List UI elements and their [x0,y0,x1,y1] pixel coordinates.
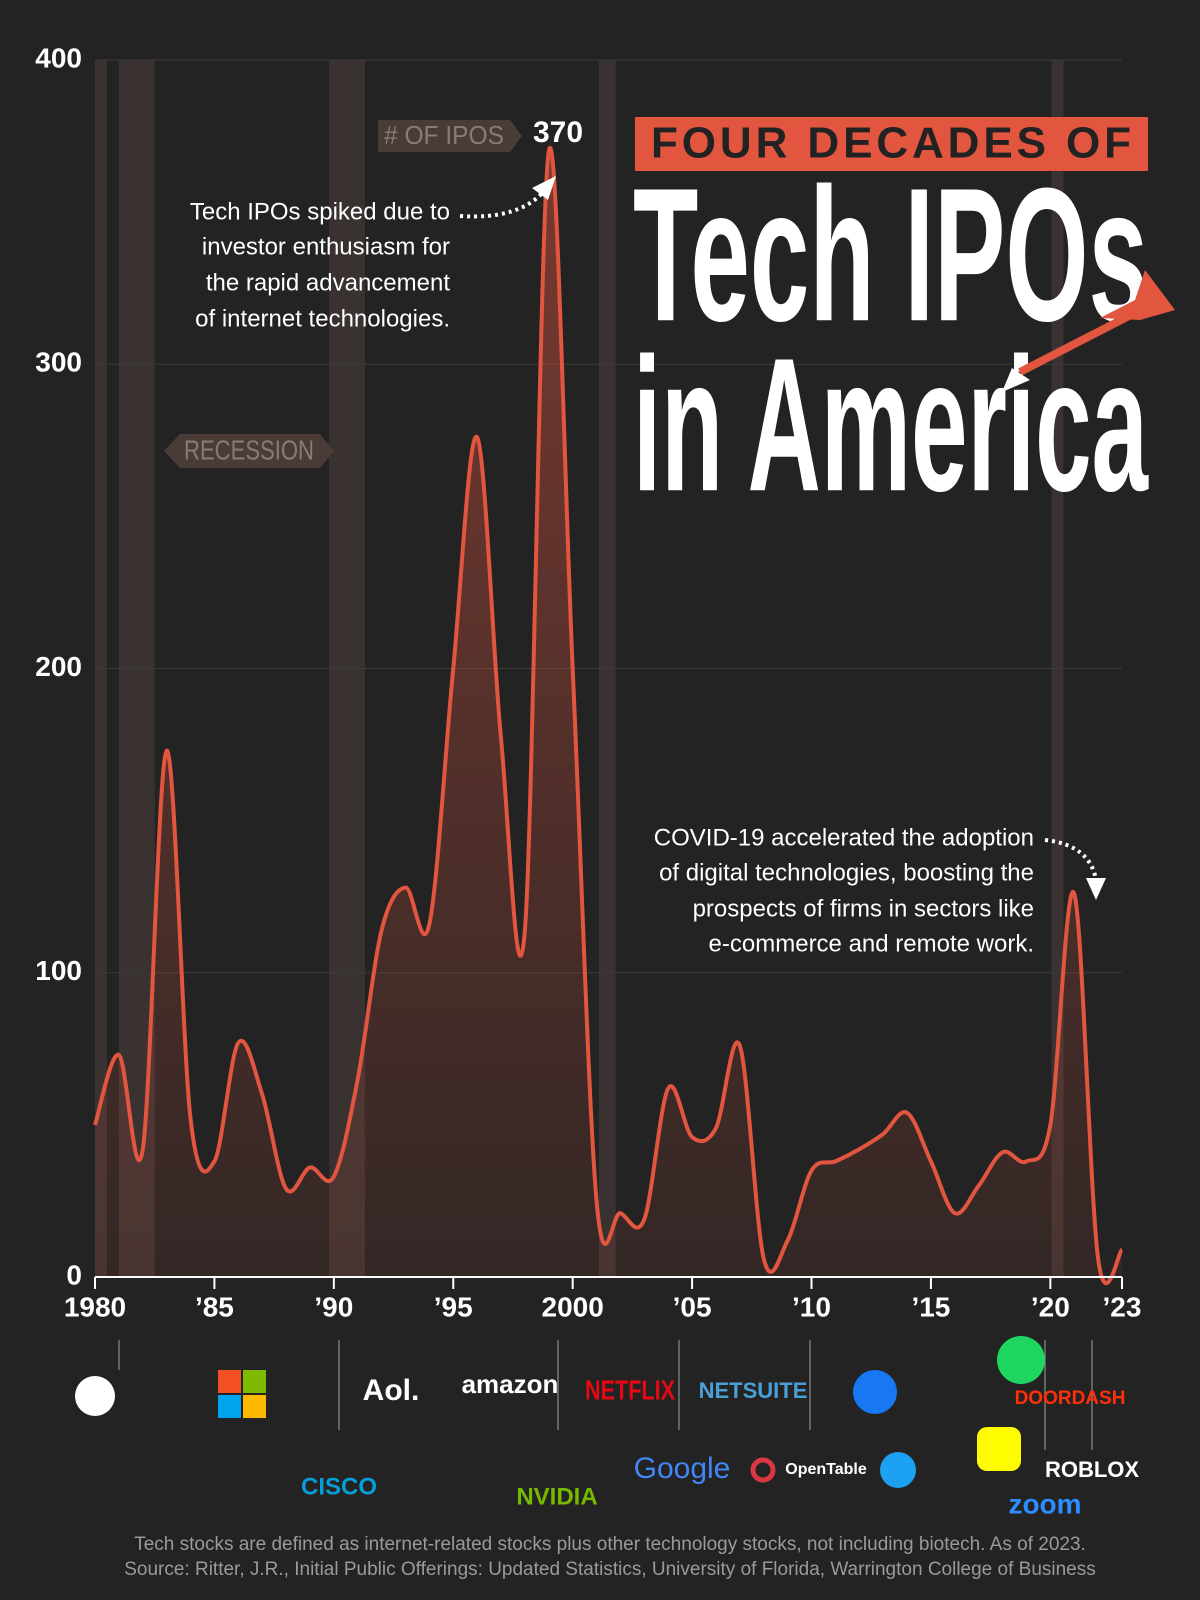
logo: OpenTable [785,1461,867,1478]
spotify-logo [997,1336,1045,1384]
twitter-logo [880,1452,916,1488]
x-tick-label: ’85 [195,1291,234,1322]
y-tick-label: 300 [35,347,82,378]
y-tick-label: 0 [66,1259,82,1290]
x-tick-label: ’05 [673,1291,712,1322]
logo: amazon [462,1369,559,1399]
opentable-logo [750,1457,776,1483]
x-tick-label: ’90 [314,1291,353,1322]
annotation: investor enthusiasm for [202,233,450,260]
x-tick-label: ’20 [1031,1291,1070,1322]
title-arrow-tail [1100,270,1175,320]
annotation: the rapid advancement [206,269,450,296]
annotation: of internet technologies. [195,305,450,332]
kicker: FOUR DECADES OF [651,119,1131,168]
annotation: COVID-19 accelerated the adoption [654,824,1034,851]
footnote: Tech stocks are defined as internet-rela… [134,1534,1086,1555]
source: Source: Ritter, J.R., Initial Public Off… [124,1559,1096,1580]
y-tick-label: 200 [35,651,82,682]
logo: NETSUITE [699,1378,808,1403]
microsoft-logo [218,1370,266,1418]
logo: ROBLOX [1045,1457,1139,1482]
kicker-box [635,117,1148,171]
annotation-arrow [1044,838,1098,881]
arrowhead [1086,878,1106,900]
plot: 1980 ’85 ’90 ’95 2000 ’05 ’10 ’15 ’20 ’23 [64,146,1142,1322]
logo-connectors [118,1340,1093,1450]
logo-square [218,1370,241,1393]
recession-label: RECESSION [184,434,314,465]
x-tick-label: 1980 [64,1291,126,1322]
star [1002,368,1030,392]
arrowhead [532,176,556,200]
peak-label: 370 [533,116,583,149]
snapchat-logo [977,1427,1021,1471]
apple-logo [75,1376,115,1416]
x-tick-label: ’10 [792,1291,831,1322]
logo: Aol. [363,1374,420,1407]
annotation: of digital technologies, boosting the [659,859,1034,886]
series-label-box [378,120,522,152]
recession-label-box [164,434,334,468]
x-tick-label: 2000 [542,1291,604,1322]
annotation: prospects of firms in sectors like [693,895,1034,922]
logo-square [243,1395,266,1418]
title: in America [633,319,1149,531]
x-tick-label: ’15 [911,1291,950,1322]
x-tick-label: ’95 [434,1291,473,1322]
logo-square [218,1395,241,1418]
logo: NVIDIA [516,1483,597,1510]
annotation: Tech IPOs spiked due to [190,198,450,225]
area [95,147,1122,1284]
logo-square [243,1370,266,1393]
title: Tech IPOs [633,149,1148,361]
logo: NETFLIX [585,1374,675,1405]
logo: Google [634,1452,731,1485]
logo: zoom [1008,1488,1081,1519]
y-tick-label: 100 [35,955,82,986]
series-label: # OF IPOS [384,120,504,150]
logo: CISCO [301,1473,377,1500]
logo: DOORDASH [1015,1388,1126,1409]
y-tick-label: 400 [35,42,82,73]
x-tick-label: ’23 [1103,1291,1142,1322]
line [93,146,1124,1286]
facebook-logo [853,1370,897,1414]
annotation: e-commerce and remote work. [709,930,1034,957]
annotation-arrow [459,188,547,219]
